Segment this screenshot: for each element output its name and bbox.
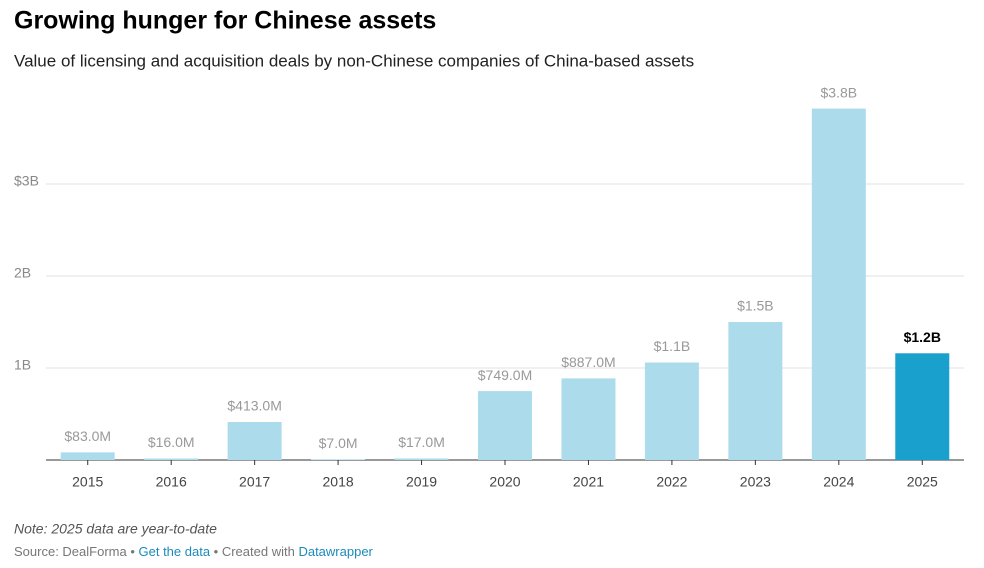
bar — [227, 422, 282, 460]
bar — [60, 452, 115, 460]
bar — [895, 353, 950, 460]
value-label: $749.0M — [478, 367, 532, 383]
value-label: $17.0M — [398, 434, 445, 450]
source-line: Source: DealForma • Get the data • Creat… — [14, 544, 374, 559]
y-tick-label: $3B — [14, 173, 39, 189]
x-tick-label: 2017 — [239, 474, 270, 490]
source: Source: DealForma — [14, 544, 127, 559]
value-label: $3.8B — [821, 84, 858, 100]
data-link[interactable]: Get the data — [139, 544, 211, 559]
y-tick-label: 2B — [14, 265, 31, 281]
chart-title: Growing hunger for Chinese assets — [14, 7, 436, 35]
x-tick-label: 2019 — [406, 474, 437, 490]
x-tick-label: 2025 — [907, 474, 938, 490]
value-label: $1.2B — [904, 329, 941, 345]
credit-link[interactable]: Datawrapper — [298, 544, 373, 559]
credit: Created with — [222, 544, 295, 559]
bar — [644, 362, 699, 460]
x-tick-label: 2015 — [72, 474, 103, 490]
x-tick-label: 2024 — [823, 474, 854, 490]
x-tick-label: 2020 — [489, 474, 520, 490]
chart-subtitle: Value of licensing and acquisition deals… — [14, 51, 694, 70]
bar — [311, 459, 366, 460]
bar — [144, 458, 199, 460]
value-label: $1.1B — [654, 338, 691, 354]
bar — [728, 322, 783, 460]
value-label: $83.0M — [64, 428, 111, 444]
note: Note: 2025 data are year-to-date — [14, 521, 217, 537]
x-tick-label: 2021 — [573, 474, 604, 490]
y-tick-label: 1B — [14, 357, 31, 373]
bar — [394, 458, 449, 460]
value-label: $1.5B — [737, 298, 774, 314]
bar — [811, 108, 866, 460]
value-label: $887.0M — [561, 354, 615, 370]
bar — [561, 378, 616, 460]
bar — [478, 391, 532, 460]
x-tick-label: 2018 — [323, 474, 354, 490]
value-label: $413.0M — [227, 398, 281, 414]
x-tick-label: 2022 — [656, 474, 687, 490]
x-tick-label: 2016 — [156, 474, 187, 490]
value-label: $7.0M — [319, 435, 358, 451]
value-label: $16.0M — [148, 434, 195, 450]
x-tick-label: 2023 — [740, 474, 771, 490]
